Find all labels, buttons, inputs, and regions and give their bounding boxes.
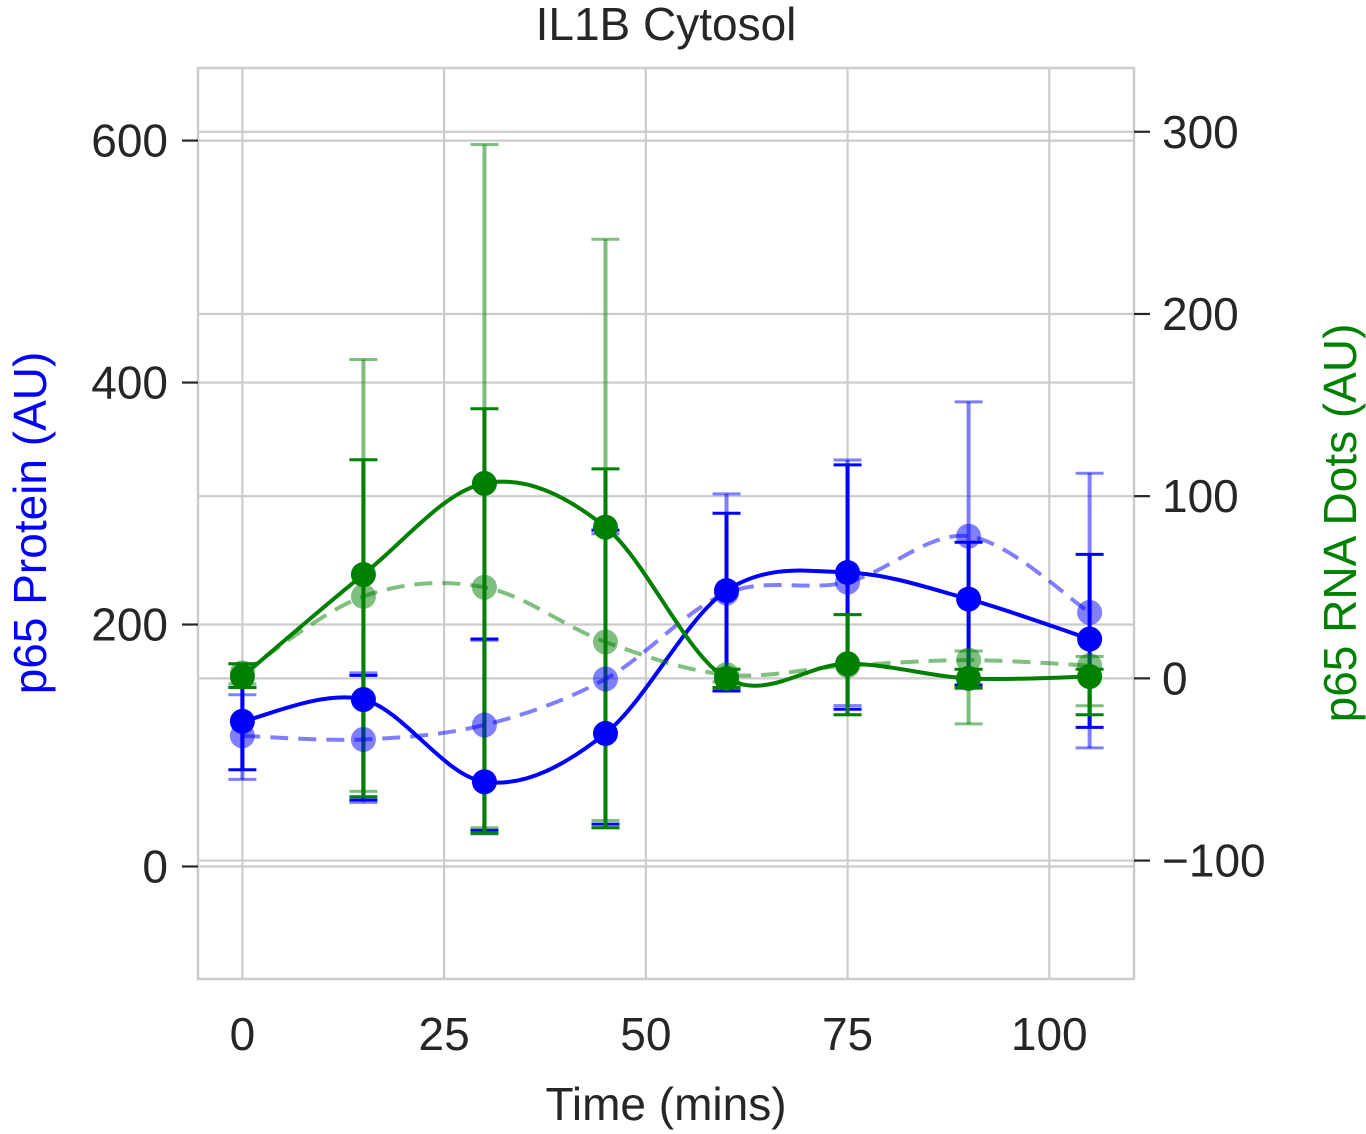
series-line bbox=[241, 479, 1090, 688]
data-point bbox=[1077, 599, 1103, 625]
plot-frame bbox=[196, 66, 1136, 981]
data-point bbox=[471, 470, 497, 496]
chart-title: IL1B Cytosol bbox=[536, 0, 797, 50]
tick-layer: 0 25 50 75 100 0 200 400 600 −100 0 100 200 300 bbox=[91, 106, 1265, 1060]
data-point bbox=[714, 580, 740, 606]
data-point bbox=[1077, 653, 1103, 679]
data-point bbox=[350, 583, 376, 609]
x-tick-label: 75 bbox=[822, 1008, 873, 1060]
data-point bbox=[835, 569, 861, 595]
data-point bbox=[471, 574, 497, 600]
grid-layer bbox=[198, 68, 1134, 979]
data-point bbox=[471, 712, 497, 738]
y-left-tick-label: 200 bbox=[91, 599, 168, 651]
y-right-tick-label: 200 bbox=[1162, 288, 1239, 340]
data-point bbox=[592, 720, 618, 746]
y-left-tick-label: 600 bbox=[91, 115, 168, 167]
data-point bbox=[350, 562, 376, 588]
y-right-tick-label: 100 bbox=[1162, 470, 1239, 522]
data-point bbox=[956, 647, 982, 673]
data-point bbox=[835, 653, 861, 679]
series-line bbox=[241, 568, 1091, 785]
data-point bbox=[714, 662, 740, 688]
data-point bbox=[592, 629, 618, 655]
data-point bbox=[592, 666, 618, 692]
y-right-tick-label: −100 bbox=[1162, 835, 1266, 887]
y-axis-left-label: p65 Protein (AU) bbox=[4, 352, 56, 695]
y-right-tick-label: 0 bbox=[1162, 652, 1188, 704]
data-point bbox=[229, 723, 255, 749]
y-right-tick-label: 300 bbox=[1162, 106, 1239, 158]
data-point bbox=[956, 523, 982, 549]
data-point bbox=[592, 514, 618, 540]
data-point bbox=[350, 687, 376, 713]
y-left-tick-label: 0 bbox=[142, 840, 168, 892]
data-point bbox=[956, 665, 982, 691]
x-tick-label: 0 bbox=[230, 1008, 256, 1060]
x-tick-label: 50 bbox=[620, 1008, 671, 1060]
data-point bbox=[956, 586, 982, 612]
data-point bbox=[1077, 626, 1103, 652]
data-point bbox=[471, 769, 497, 795]
x-tick-label: 100 bbox=[1011, 1008, 1088, 1060]
x-tick-label: 25 bbox=[419, 1008, 470, 1060]
data-point bbox=[229, 660, 255, 686]
data-point bbox=[350, 726, 376, 752]
y-axis-right-label: p65 RNA Dots (AU) bbox=[1314, 324, 1366, 723]
x-axis-label: Time (mins) bbox=[545, 1078, 786, 1130]
point-layer bbox=[229, 470, 1103, 795]
y-left-tick-label: 400 bbox=[91, 357, 168, 409]
